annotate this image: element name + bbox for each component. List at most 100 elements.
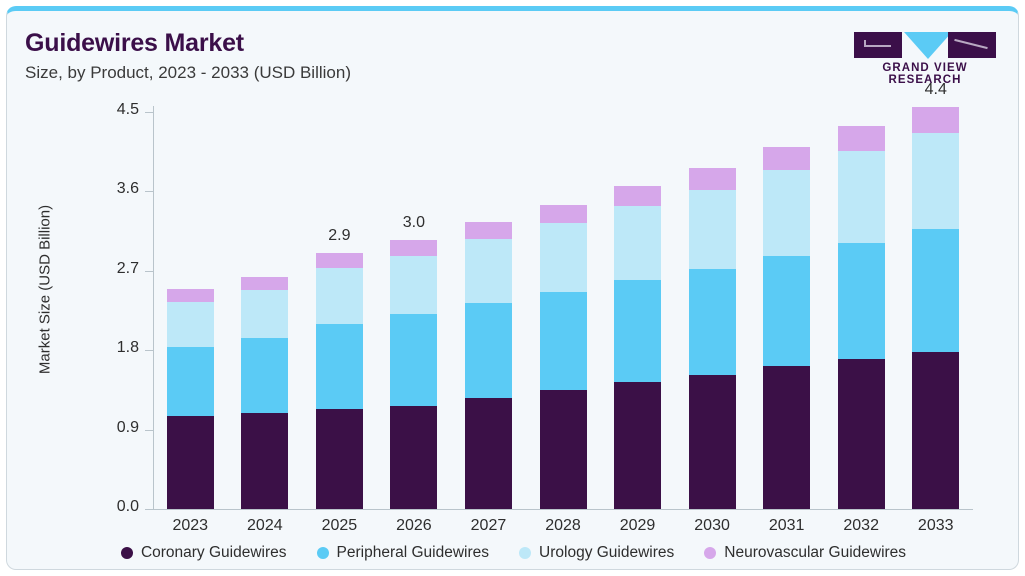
x-axis-tick-label: 2029 — [619, 517, 656, 534]
legend-label: Neurovascular Guidewires — [724, 544, 907, 561]
bar-segment-coronary-guidewires[interactable] — [763, 366, 811, 509]
bar-segment-neurovascular-guidewires[interactable] — [166, 289, 214, 302]
bar-segment-coronary-guidewires[interactable] — [614, 381, 662, 509]
legend-item[interactable]: Neurovascular Guidewires — [704, 544, 906, 562]
legend-swatch-icon — [704, 547, 717, 559]
x-axis-tick-label: 2027 — [470, 517, 507, 534]
bar-segment-coronary-guidewires[interactable] — [241, 412, 289, 509]
y-axis-tick-label: 0.0 — [116, 498, 139, 515]
bar-segment-neurovascular-guidewires[interactable] — [315, 253, 363, 269]
bar-segment-neurovascular-guidewires[interactable] — [912, 106, 960, 134]
bar-segment-peripheral-guidewires[interactable] — [464, 302, 512, 398]
y-axis-line — [153, 106, 154, 510]
bar-segment-urology-guidewires[interactable] — [390, 255, 438, 315]
x-axis-tick-label: 2032 — [843, 517, 879, 534]
x-axis-tick-label: 2025 — [321, 517, 358, 534]
bar-2027[interactable] — [464, 222, 512, 509]
bar-2028[interactable] — [539, 204, 587, 509]
bar-segment-neurovascular-guidewires[interactable] — [241, 276, 289, 291]
legend-label: Peripheral Guidewires — [336, 544, 490, 561]
x-axis-tick-label: 2033 — [917, 517, 954, 534]
x-axis-tick-label: 2026 — [396, 517, 432, 534]
bar-2026[interactable] — [390, 239, 438, 509]
bar-2033[interactable] — [912, 106, 960, 509]
bar-segment-peripheral-guidewires[interactable] — [912, 229, 960, 352]
bar-segment-neurovascular-guidewires[interactable] — [763, 147, 811, 171]
bar-segment-neurovascular-guidewires[interactable] — [688, 168, 736, 190]
logo-r-icon — [948, 32, 996, 58]
legend-swatch-icon — [519, 547, 532, 559]
x-axis-tick-label: 2028 — [545, 517, 581, 534]
bar-segment-urology-guidewires[interactable] — [837, 150, 885, 243]
bar-segment-neurovascular-guidewires[interactable] — [837, 126, 885, 151]
bar-segment-neurovascular-guidewires[interactable] — [464, 222, 512, 240]
chart-legend: Coronary Guidewires Peripheral Guidewires… — [7, 544, 1018, 562]
legend-item[interactable]: Peripheral Guidewires — [316, 544, 490, 562]
x-axis-tick-label: 2030 — [694, 517, 730, 534]
bar-2023[interactable] — [166, 289, 214, 509]
chart-subtitle: Size, by Product, 2023 - 2033 (USD Billi… — [25, 63, 351, 82]
bar-segment-urology-guidewires[interactable] — [315, 268, 363, 324]
bar-segment-urology-guidewires[interactable] — [241, 290, 289, 338]
bar-value-label: 4.4 — [924, 80, 947, 98]
legend-item[interactable]: Urology Guidewires — [519, 544, 674, 562]
bar-segment-peripheral-guidewires[interactable] — [315, 323, 363, 410]
y-axis-tick-label: 0.9 — [116, 418, 139, 436]
legend-item[interactable]: Coronary Guidewires — [120, 544, 287, 562]
brand-logo: GRAND VIEW RESEARCH — [846, 29, 1004, 86]
bar-segment-peripheral-guidewires[interactable] — [241, 337, 289, 413]
bar-segment-urology-guidewires[interactable] — [539, 223, 587, 292]
bar-2025[interactable] — [315, 253, 363, 509]
bar-segment-neurovascular-guidewires[interactable] — [614, 186, 662, 206]
bar-segment-coronary-guidewires[interactable] — [464, 397, 512, 509]
logo-v-triangle-icon — [904, 32, 952, 59]
bar-segment-peripheral-guidewires[interactable] — [688, 269, 736, 375]
y-axis-tick — [145, 350, 154, 352]
logo-marks — [846, 29, 1004, 59]
y-axis-tick — [145, 509, 154, 510]
bar-2031[interactable] — [763, 147, 811, 509]
bar-segment-peripheral-guidewires[interactable] — [390, 314, 438, 406]
bar-segment-urology-guidewires[interactable] — [688, 189, 736, 270]
legend-swatch-icon — [316, 547, 329, 559]
bar-segment-coronary-guidewires[interactable] — [837, 359, 885, 509]
bar-2030[interactable] — [688, 168, 736, 509]
bar-segment-peripheral-guidewires[interactable] — [166, 346, 214, 417]
bar-segment-coronary-guidewires[interactable] — [390, 405, 438, 509]
y-axis-tick — [145, 191, 154, 193]
x-axis-tick-label: 2024 — [247, 517, 283, 534]
bar-segment-urology-guidewires[interactable] — [464, 239, 512, 303]
y-axis-tick — [145, 270, 154, 272]
legend-label: Urology Guidewires — [539, 544, 675, 561]
bar-2024[interactable] — [241, 276, 289, 509]
bar-segment-coronary-guidewires[interactable] — [539, 389, 587, 509]
bar-segment-urology-guidewires[interactable] — [166, 301, 214, 347]
bar-segment-peripheral-guidewires[interactable] — [837, 242, 885, 360]
y-axis-tick-label: 1.8 — [116, 339, 139, 357]
bar-segment-coronary-guidewires[interactable] — [315, 409, 363, 509]
bar-segment-urology-guidewires[interactable] — [763, 170, 811, 256]
bar-segment-urology-guidewires[interactable] — [912, 133, 960, 230]
chart-header: Guidewires Market Size, by Product, 2023… — [7, 11, 1018, 97]
bar-value-label: 2.9 — [328, 227, 351, 245]
y-axis-tick — [145, 112, 154, 113]
y-axis-tick-label: 2.7 — [116, 259, 139, 277]
bar-segment-neurovascular-guidewires[interactable] — [390, 239, 438, 256]
bar-segment-coronary-guidewires[interactable] — [166, 416, 214, 509]
logo-text: GRAND VIEW RESEARCH — [882, 62, 968, 86]
bar-segment-peripheral-guidewires[interactable] — [763, 255, 811, 367]
bar-segment-coronary-guidewires[interactable] — [688, 374, 736, 509]
bar-segment-coronary-guidewires[interactable] — [912, 351, 960, 509]
bar-value-label: 3.0 — [402, 213, 426, 231]
y-axis-tick-label: 3.6 — [116, 180, 139, 198]
y-axis-tick — [145, 429, 154, 431]
bar-segment-urology-guidewires[interactable] — [614, 205, 662, 281]
bar-2029[interactable] — [614, 186, 662, 509]
bar-2032[interactable] — [837, 126, 885, 509]
x-axis-line — [153, 509, 973, 510]
bar-segment-neurovascular-guidewires[interactable] — [539, 204, 587, 224]
bar-segment-peripheral-guidewires[interactable] — [614, 280, 662, 382]
y-axis-label: Market Size (USD Billion) — [36, 204, 54, 375]
y-axis-tick-label: 4.5 — [116, 101, 139, 118]
bar-segment-peripheral-guidewires[interactable] — [539, 291, 587, 390]
